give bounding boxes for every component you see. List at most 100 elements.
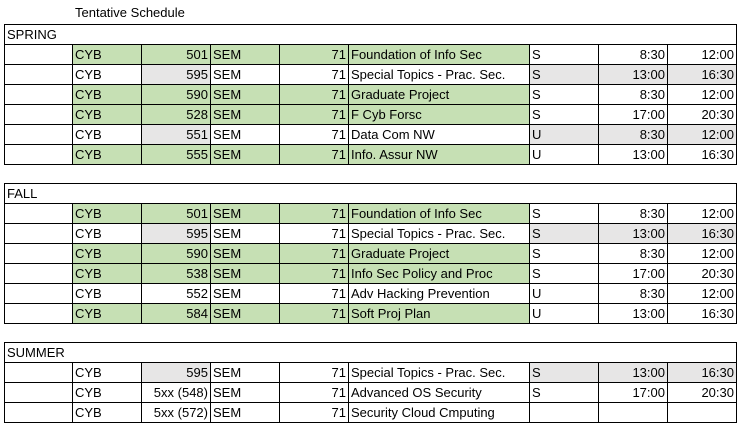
course-number-cell: 595 <box>141 362 211 383</box>
type-cell: SEM <box>210 402 280 423</box>
type-cell: SEM <box>210 223 280 244</box>
course-title-cell: Adv Hacking Prevention <box>348 283 530 304</box>
type-cell: SEM <box>210 64 280 85</box>
table-row: CYB 584 SEM 71 Soft Proj Plan U 13:00 16:30 <box>4 303 737 324</box>
course-number-cell: 595 <box>141 223 211 244</box>
start-time-cell: 8:30 <box>598 44 668 65</box>
end-time-cell: 12:00 <box>667 124 737 145</box>
table-row: CYB 590 SEM 71 Graduate Project S 8:30 12:00 <box>4 84 737 105</box>
start-time-cell: 8:30 <box>598 203 668 224</box>
section-header-row: SPRING <box>4 24 737 45</box>
mode-cell <box>529 402 599 423</box>
table-row: CYB 5xx (548) SEM 71 Advanced OS Security S 17… <box>4 382 737 403</box>
table-row: CYB 595 SEM 71 Special Topics - Prac. Sec. S 1… <box>4 362 737 383</box>
course-number-cell: 528 <box>141 104 211 125</box>
start-time-cell: 13:00 <box>598 303 668 324</box>
type-cell: SEM <box>210 144 280 165</box>
section-label: SPRING <box>4 24 73 45</box>
course-title-cell: Foundation of Info Sec <box>348 44 530 65</box>
start-time-cell: 8:30 <box>598 124 668 145</box>
start-time-cell: 17:00 <box>598 104 668 125</box>
course-title-cell: Graduate Project <box>348 243 530 264</box>
start-time-cell: 17:00 <box>598 382 668 403</box>
row-spacer-cell <box>4 124 73 145</box>
mode-cell: U <box>529 283 599 304</box>
table-row: CYB 501 SEM 71 Foundation of Info Sec S 8:30 12… <box>4 203 737 224</box>
start-time-cell: 13:00 <box>598 64 668 85</box>
table-row: CYB 590 SEM 71 Graduate Project S 8:30 12:00 <box>4 243 737 264</box>
subject-cell: CYB <box>72 44 142 65</box>
section-cell: 71 <box>279 402 349 423</box>
section-cell: 71 <box>279 303 349 324</box>
end-time-cell: 16:30 <box>667 303 737 324</box>
course-number-cell: 555 <box>141 144 211 165</box>
end-time-cell: 12:00 <box>667 44 737 65</box>
row-spacer-cell <box>4 382 73 403</box>
end-time-cell: 16:30 <box>667 362 737 383</box>
section-cell: 71 <box>279 104 349 125</box>
end-time-cell: 20:30 <box>667 382 737 403</box>
type-cell: SEM <box>210 104 280 125</box>
start-time-cell: 17:00 <box>598 263 668 284</box>
subject-cell: CYB <box>72 402 142 423</box>
section-header-fill <box>72 183 737 204</box>
course-title-cell: Graduate Project <box>348 84 530 105</box>
table-row: CYB 595 SEM 71 Special Topics - Prac. Sec. S 1… <box>4 64 737 85</box>
section-cell: 71 <box>279 203 349 224</box>
start-time-cell: 13:00 <box>598 144 668 165</box>
table-row: CYB 538 SEM 71 Info Sec Policy and Proc S 17:0… <box>4 263 737 284</box>
start-time-cell: 8:30 <box>598 243 668 264</box>
mode-cell: S <box>529 84 599 105</box>
mode-cell: U <box>529 124 599 145</box>
type-cell: SEM <box>210 243 280 264</box>
subject-cell: CYB <box>72 124 142 145</box>
course-number-cell: 5xx (548) <box>141 382 211 403</box>
course-number-cell: 595 <box>141 64 211 85</box>
section-header-fill <box>72 24 737 45</box>
section-header-row: FALL <box>4 183 737 204</box>
page-title: Tentative Schedule <box>75 5 185 20</box>
course-number-cell: 538 <box>141 263 211 284</box>
course-title-cell: Advanced OS Security <box>348 382 530 403</box>
subject-cell: CYB <box>72 64 142 85</box>
course-number-cell: 552 <box>141 283 211 304</box>
subject-cell: CYB <box>72 84 142 105</box>
section-cell: 71 <box>279 362 349 383</box>
section-cell: 71 <box>279 144 349 165</box>
subject-cell: CYB <box>72 144 142 165</box>
mode-cell: S <box>529 203 599 224</box>
section-label: SUMMER <box>4 342 73 363</box>
course-title-cell: Data Com NW <box>348 124 530 145</box>
course-title-cell: Special Topics - Prac. Sec. <box>348 223 530 244</box>
end-time-cell: 20:30 <box>667 263 737 284</box>
start-time-cell: 13:00 <box>598 223 668 244</box>
type-cell: SEM <box>210 303 280 324</box>
row-spacer-cell <box>4 104 73 125</box>
mode-cell: S <box>529 64 599 85</box>
subject-cell: CYB <box>72 243 142 264</box>
row-spacer-cell <box>4 283 73 304</box>
course-title-cell: Special Topics - Prac. Sec. <box>348 64 530 85</box>
row-spacer-cell <box>4 303 73 324</box>
section-header-fill <box>72 342 737 363</box>
section-cell: 71 <box>279 44 349 65</box>
course-number-cell: 584 <box>141 303 211 324</box>
subject-cell: CYB <box>72 263 142 284</box>
spacer-row <box>4 323 737 343</box>
course-title-cell: Special Topics - Prac. Sec. <box>348 362 530 383</box>
course-number-cell: 590 <box>141 84 211 105</box>
section-label: FALL <box>4 183 73 204</box>
section-cell: 71 <box>279 263 349 284</box>
table-row: CYB 555 SEM 71 Info. Assur NW U 13:00 16:30 <box>4 144 737 165</box>
section-cell: 71 <box>279 223 349 244</box>
spacer-cell <box>4 164 737 184</box>
section-header-row: SUMMER <box>4 342 737 363</box>
section-cell: 71 <box>279 124 349 145</box>
row-spacer-cell <box>4 263 73 284</box>
mode-cell: S <box>529 263 599 284</box>
row-spacer-cell <box>4 362 73 383</box>
subject-cell: CYB <box>72 303 142 324</box>
mode-cell: S <box>529 104 599 125</box>
type-cell: SEM <box>210 362 280 383</box>
type-cell: SEM <box>210 382 280 403</box>
